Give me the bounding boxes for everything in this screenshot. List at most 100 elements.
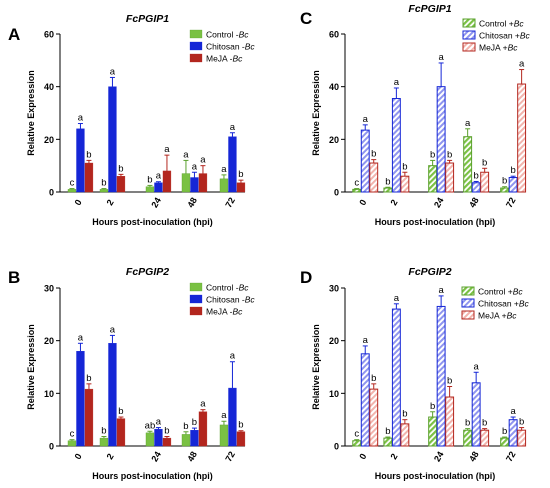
bar: [383, 187, 393, 193]
legend-label: MeJA -Bc: [206, 307, 243, 317]
legend-swatch: [461, 286, 475, 296]
bar: [190, 177, 199, 193]
significance-label: b: [86, 373, 91, 384]
chart-title: FcPGIP1: [126, 13, 169, 25]
bar: [428, 165, 438, 193]
chart-title: FcPGIP1: [408, 3, 451, 15]
significance-label: b: [147, 174, 152, 185]
legend-label: Control +Bc: [479, 19, 524, 29]
x-tick-label: 2: [105, 198, 116, 207]
significance-label: b: [183, 421, 188, 432]
significance-label: b: [430, 401, 435, 412]
x-tick-label: 48: [467, 450, 481, 464]
significance-label: a: [394, 77, 400, 88]
bar: [383, 437, 393, 447]
bar: [517, 83, 527, 193]
significance-label: b: [192, 417, 197, 428]
significance-label: b: [447, 149, 452, 160]
panel-letter: D: [300, 268, 312, 287]
legend-label: Chitosan +Bc: [479, 31, 531, 41]
x-tick-label: 2: [388, 198, 399, 207]
significance-label: a: [230, 351, 236, 362]
panel-letter: C: [300, 9, 312, 28]
y-tick-label: 20: [44, 336, 54, 346]
bar: [116, 418, 126, 447]
significance-label: a: [200, 399, 206, 410]
significance-label: b: [101, 178, 106, 189]
bar: [84, 388, 94, 447]
y-tick-label: 0: [334, 188, 339, 198]
bar: [480, 429, 490, 447]
x-tick-label: 48: [467, 196, 481, 210]
y-tick-label: 40: [329, 82, 339, 92]
significance-label: b: [510, 165, 515, 176]
bar: [99, 437, 109, 447]
legend-swatch: [189, 41, 203, 51]
significance-label: b: [502, 426, 507, 437]
bar: [463, 136, 473, 193]
bar: [228, 136, 237, 193]
chart-title: FcPGIP2: [408, 266, 451, 278]
significance-label: b: [430, 149, 435, 160]
y-axis-label: Relative Expression: [311, 70, 321, 156]
x-tick-label: 72: [223, 450, 237, 464]
legend: Control -Bc Chitosan -Bc MeJA -Bc: [189, 283, 255, 317]
x-tick-label: 0: [357, 198, 368, 207]
legend: Control -Bc Chitosan -Bc MeJA -Bc: [189, 30, 255, 64]
y-tick-label: 60: [44, 30, 54, 40]
legend-label: Control -Bc: [206, 30, 249, 40]
significance-label: b: [385, 176, 390, 187]
significance-label: c: [354, 429, 359, 440]
legend-swatch: [189, 306, 203, 316]
x-tick-label: 24: [432, 450, 446, 464]
significance-label: b: [482, 418, 487, 429]
significance-label: a: [110, 66, 116, 77]
significance-label: b: [118, 406, 123, 417]
bar: [517, 429, 527, 447]
bar: [369, 388, 379, 447]
y-axis-label: Relative Expression: [26, 70, 36, 156]
significance-label: b: [118, 163, 123, 174]
significance-label: a: [474, 361, 480, 372]
significance-label: b: [371, 149, 376, 160]
legend-swatch: [189, 294, 203, 304]
x-tick-label: 2: [388, 452, 399, 461]
y-tick-label: 10: [329, 389, 339, 399]
legend-swatch: [462, 18, 476, 28]
bar: [445, 396, 455, 447]
legend-swatch: [461, 298, 475, 308]
bar: [76, 128, 85, 193]
y-axis-label: Relative Expression: [311, 324, 321, 410]
bar: [360, 353, 370, 447]
x-tick-label: 72: [504, 450, 518, 464]
panel-letter: A: [8, 25, 20, 44]
legend-swatch: [462, 30, 476, 40]
bar: [76, 351, 85, 447]
bar: [480, 171, 490, 193]
bar: [428, 416, 438, 447]
y-tick-label: 10: [44, 389, 54, 399]
significance-label: b: [402, 409, 407, 420]
legend-swatch: [189, 53, 203, 63]
y-tick-label: 20: [44, 135, 54, 145]
bar: [236, 182, 246, 193]
significance-label: a: [183, 149, 189, 160]
legend-label: MeJA +Bc: [478, 311, 517, 321]
significance-label: ab: [145, 420, 156, 431]
bar: [108, 86, 117, 193]
bar: [500, 437, 510, 447]
significance-label: a: [192, 161, 198, 172]
y-tick-label: 20: [329, 336, 339, 346]
significance-label: a: [221, 410, 227, 421]
legend-label: MeJA +Bc: [479, 43, 518, 53]
legend-label: Chitosan -Bc: [206, 42, 255, 52]
y-tick-label: 0: [334, 442, 339, 452]
significance-label: b: [502, 176, 507, 187]
panel-letter: B: [8, 268, 20, 287]
x-tick-label: 24: [432, 196, 446, 210]
bar: [154, 182, 163, 193]
significance-label: a: [363, 335, 369, 346]
x-tick-label: 72: [223, 196, 237, 210]
